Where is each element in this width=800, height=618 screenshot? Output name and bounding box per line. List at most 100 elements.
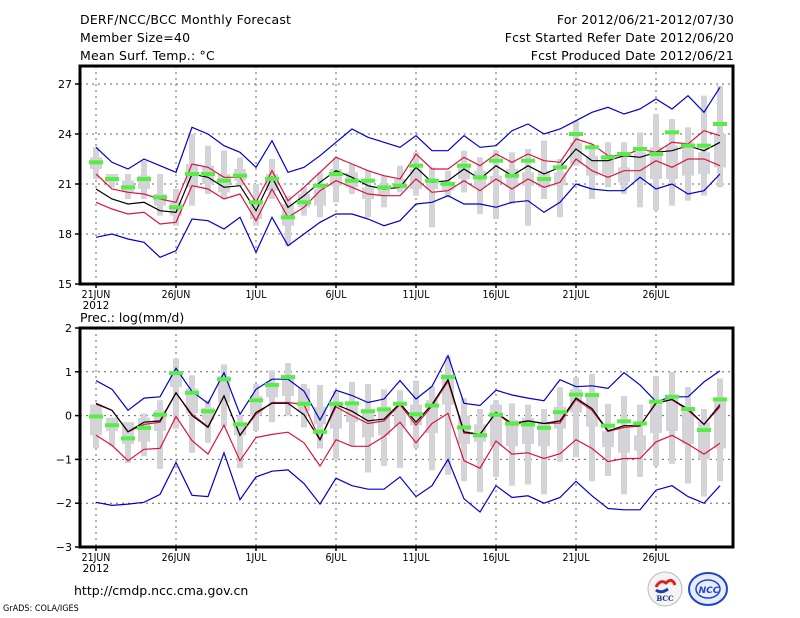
observed-marker xyxy=(697,428,711,433)
spread-box xyxy=(154,194,166,206)
whisker-bar xyxy=(589,373,595,482)
observed-marker xyxy=(217,377,231,382)
spread-box xyxy=(378,185,390,196)
spread-box xyxy=(506,419,518,447)
whisker-bar xyxy=(157,400,163,470)
observed-marker xyxy=(585,393,599,398)
spread-box xyxy=(666,145,678,179)
precipitation-panel-title: Prec.: log(mm/d) xyxy=(80,310,184,325)
y-tick-label: 1 xyxy=(65,366,72,379)
x-tick-label: 11JUL xyxy=(403,289,431,301)
spread-box xyxy=(490,404,502,447)
observed-marker xyxy=(569,392,583,397)
observed-marker xyxy=(153,195,167,200)
observed-marker xyxy=(553,410,567,415)
y-tick-label: 24 xyxy=(58,128,72,141)
observed-marker xyxy=(393,183,407,188)
forecast-start-date: Fcst Started Refer Date 2012/06/20 xyxy=(504,30,734,45)
observed-marker xyxy=(297,401,311,406)
spread-box xyxy=(218,174,230,193)
observed-marker xyxy=(409,163,423,168)
temperature-panel: 15 18 21 24 27 21JUN 26JUN 1JUL 6JUL 11JUL 16JUL 21… xyxy=(58,64,735,312)
spread-box xyxy=(218,376,230,403)
x-tick-label: 21JUN xyxy=(82,289,111,301)
y-tick-label: 27 xyxy=(58,78,72,91)
x-tick-label: 6JUL xyxy=(326,289,348,301)
spread-box xyxy=(666,398,678,431)
whisker-bar xyxy=(397,390,403,469)
observed-marker xyxy=(713,122,727,126)
spread-box xyxy=(538,422,550,447)
whisker-bar xyxy=(429,167,435,228)
x-tick-label: 21JUL xyxy=(563,552,591,564)
observed-marker xyxy=(649,152,663,156)
observed-marker xyxy=(281,215,295,220)
observed-marker xyxy=(121,185,135,190)
observed-marker xyxy=(329,401,343,406)
whisker-bar xyxy=(557,159,563,218)
source-url[interactable]: http://cmdp.ncc.cma.gov.cn xyxy=(74,583,249,598)
whisker-bar xyxy=(477,409,483,493)
whisker-bar xyxy=(525,404,531,485)
spread-box xyxy=(170,371,182,388)
observed-marker xyxy=(105,177,119,181)
observed-marker xyxy=(105,423,119,428)
x-tick-label: 1JUL xyxy=(246,552,268,564)
observed-marker xyxy=(345,401,359,406)
observed-marker xyxy=(329,172,343,176)
series-line-spread_lower xyxy=(95,158,721,225)
x-tick-label: 26JUN xyxy=(162,552,191,564)
spread-box xyxy=(618,167,630,183)
y-tick-label: −1 xyxy=(56,453,72,466)
grads-credit: GrADS: COLA/IGES xyxy=(3,604,79,614)
observed-marker xyxy=(665,394,679,399)
spread-box xyxy=(698,152,710,174)
observed-marker xyxy=(617,152,631,156)
spread-box xyxy=(442,182,454,191)
year-label: 2012 xyxy=(83,300,110,312)
observed-marker xyxy=(457,425,471,430)
observed-marker xyxy=(681,143,695,148)
spread-box xyxy=(362,412,374,438)
ncc-logo: NCC xyxy=(688,572,728,606)
spread-box xyxy=(314,406,326,425)
x-tick-label: 26JUL xyxy=(643,552,671,564)
whisker-bar xyxy=(445,356,451,475)
observed-marker xyxy=(185,390,199,395)
series-line-ensemble_mean xyxy=(95,378,721,441)
observed-marker xyxy=(201,172,215,176)
series-line-min xyxy=(95,450,721,513)
spread-box xyxy=(634,152,646,181)
observed-marker xyxy=(137,177,151,181)
spread-box xyxy=(506,169,518,188)
spread-box xyxy=(650,400,662,434)
observed-marker xyxy=(601,423,615,428)
spread-box xyxy=(362,187,374,199)
observed-marker xyxy=(185,172,199,176)
spread-box xyxy=(714,134,726,168)
observed-marker xyxy=(505,173,519,178)
observed-marker xyxy=(137,425,151,430)
series-line-max xyxy=(95,86,721,174)
observed-marker xyxy=(217,178,231,183)
chart-title: DERF/NCC/BCC Monthly Forecast xyxy=(80,12,292,27)
x-tick-label: 26JUN xyxy=(162,289,191,301)
ncc-logo-text: NCC xyxy=(699,586,720,596)
observed-marker xyxy=(633,147,647,151)
series-line-spread_upper xyxy=(95,380,721,442)
y-tick-label: 21 xyxy=(58,178,72,191)
series-line-spread_upper xyxy=(95,130,721,204)
observed-marker xyxy=(521,158,535,163)
precipitation-panel: −3 −2 −1 0 1 2 21JUN 26JUN 1JUL 6JUL 11JUL 16JUL 21J… xyxy=(56,310,735,575)
spread-box xyxy=(442,373,454,405)
observed-marker xyxy=(521,422,535,427)
observed-marker xyxy=(713,397,727,402)
y-tick-label: 2 xyxy=(65,322,72,335)
observed-marker xyxy=(297,200,311,205)
observed-marker xyxy=(345,178,359,183)
observed-marker xyxy=(585,145,599,150)
y-tick-label: 15 xyxy=(58,278,72,291)
series-line-spread_lower xyxy=(95,412,721,469)
observed-marker xyxy=(313,183,327,188)
spread-box xyxy=(602,159,614,174)
